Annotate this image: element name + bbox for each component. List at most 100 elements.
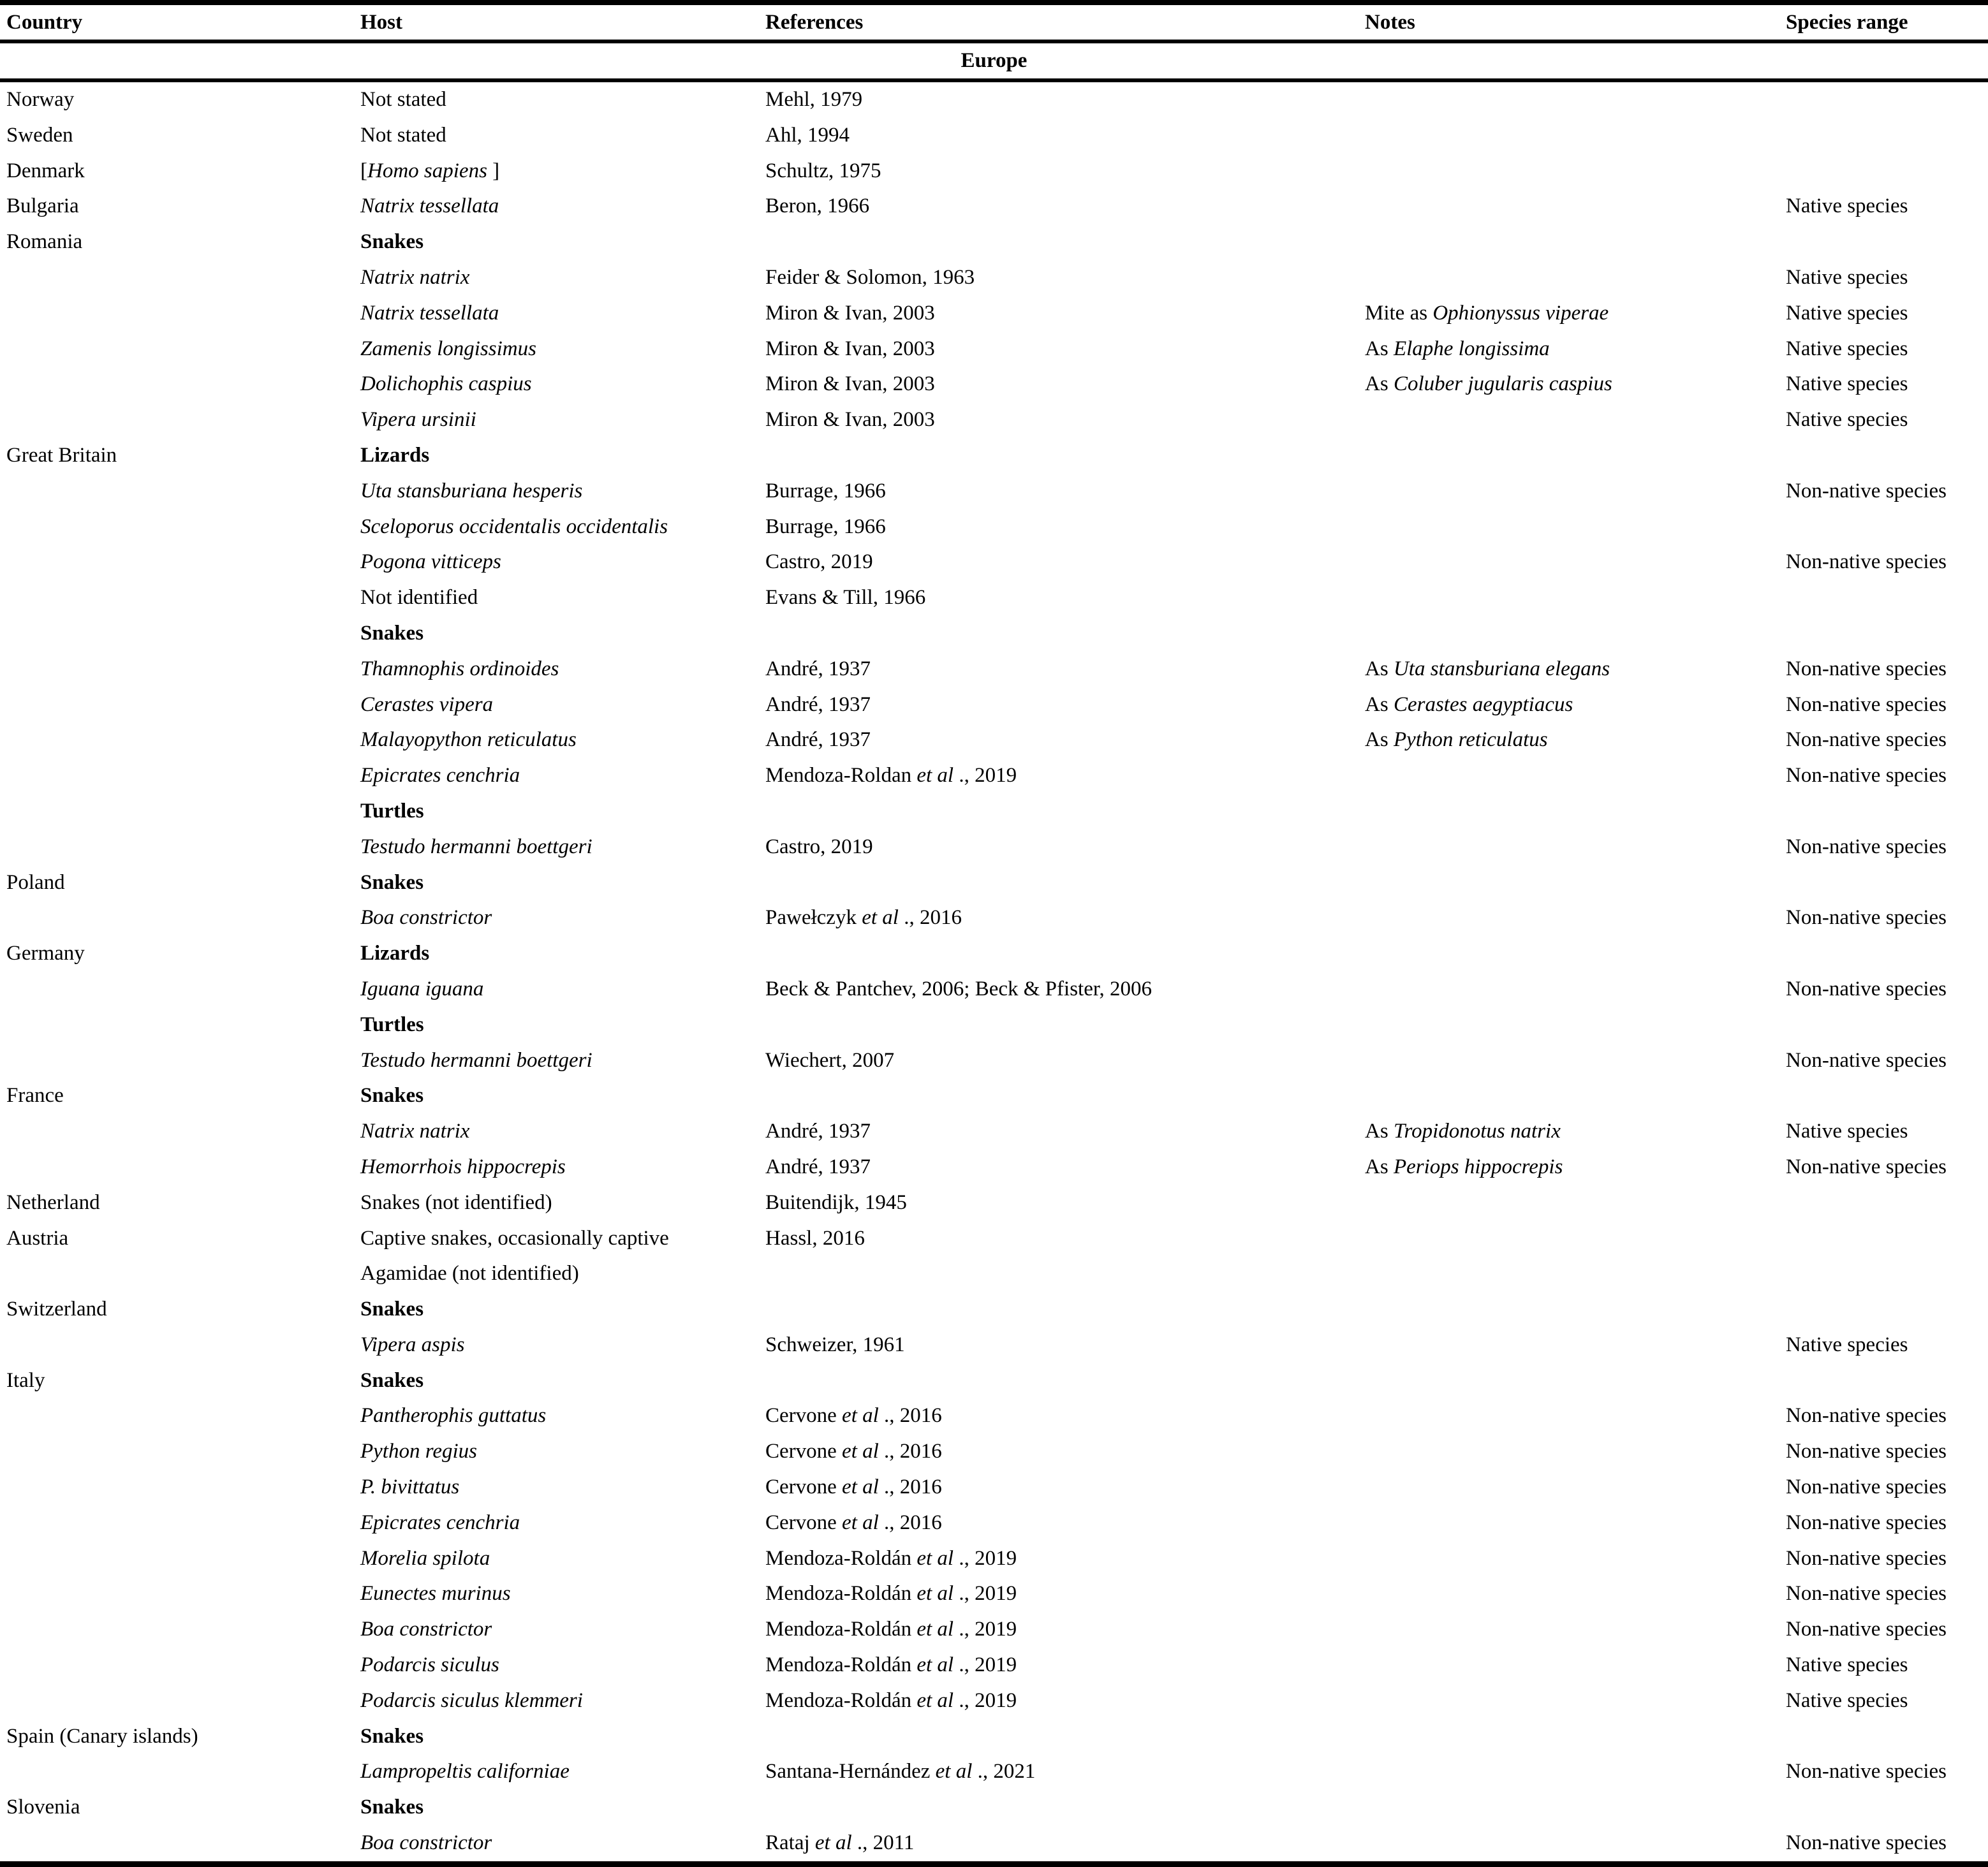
table-row: Switzerland Snakes — [0, 1292, 1988, 1328]
references-cell: Beck & Pantchev, 2006; Beck & Pfister, 2… — [765, 977, 1152, 1000]
host-cell: Lizards — [360, 942, 430, 965]
table-row: Lampropeltis californiae Santana-Hernánde… — [0, 1754, 1988, 1790]
table-row: Malayopython reticulatus André, 1937 As Py… — [0, 722, 1988, 758]
table-row: Sceloporus occidentalis occidentalis Burr… — [0, 509, 1988, 545]
references-cell: Feider & Solomon, 1963 — [765, 265, 975, 289]
range-cell: Non-native species — [1786, 906, 1947, 930]
table-top-rule — [0, 0, 1988, 5]
range-cell: Non-native species — [1786, 692, 1947, 716]
host-cell: Testudo hermanni boettgeri — [360, 1048, 593, 1072]
host-cell: P. bivittatus — [360, 1475, 460, 1499]
host-cell: Snakes — [360, 1298, 424, 1321]
notes-cell: Mite as Ophionyssus viperae — [1365, 301, 1609, 325]
host-cell: Podarcis siculus — [360, 1653, 499, 1677]
table-row: Italy Snakes — [0, 1363, 1988, 1399]
host-cell: Snakes — [360, 870, 424, 894]
country-cell: Netherland — [6, 1190, 100, 1214]
notes-cell: As Tropidonotus natrix — [1365, 1120, 1561, 1143]
country-cell: Denmark — [6, 159, 85, 182]
table-row: Sweden Not stated Ahl, 1994 — [0, 118, 1988, 154]
range-cell: Native species — [1786, 1333, 1908, 1356]
range-cell: Non-native species — [1786, 1404, 1947, 1428]
column-header-country: Country — [6, 11, 83, 34]
notes-cell: As Coluber jugularis caspius — [1365, 372, 1612, 396]
host-cell: Podarcis siculus klemmeri — [360, 1688, 583, 1712]
table-row: Natrix natrix Feider & Solomon, 1963 Nativ… — [0, 260, 1988, 296]
host-cell: Snakes — [360, 1724, 424, 1748]
host-cell: Natrix natrix — [360, 1120, 470, 1143]
host-cell: Vipera ursinii — [360, 408, 476, 432]
notes-cell: As Python reticulatus — [1365, 728, 1548, 752]
host-cell: Boa constrictor — [360, 1831, 492, 1855]
references-cell: Cervone et al ., 2016 — [765, 1475, 942, 1499]
table-row: Boa constrictor Pawełczyk et al ., 2016 No… — [0, 900, 1988, 936]
references-cell: Cervone et al ., 2016 — [765, 1404, 942, 1428]
table-row: Spain (Canary islands) Snakes — [0, 1719, 1988, 1755]
references-cell: Castro, 2019 — [765, 550, 873, 574]
references-cell: Miron & Ivan, 2003 — [765, 372, 935, 396]
country-cell: Austria — [6, 1226, 69, 1250]
range-cell: Non-native species — [1786, 835, 1947, 858]
range-cell: Non-native species — [1786, 1831, 1947, 1855]
host-cell: Thamnophis ordinoides — [360, 657, 559, 680]
references-cell: Cervone et al ., 2016 — [765, 1440, 942, 1463]
country-cell: Bulgaria — [6, 194, 79, 218]
range-cell: Native species — [1786, 337, 1908, 360]
table-row: Python regius Cervone et al ., 2016 Non-na… — [0, 1434, 1988, 1470]
host-cell: Turtles — [360, 1013, 424, 1036]
references-cell: Mehl, 1979 — [765, 88, 863, 111]
range-cell: Non-native species — [1786, 728, 1947, 752]
table-row: Austria Captive snakes, occasionally capt… — [0, 1221, 1988, 1292]
host-cell: Vipera aspis — [360, 1333, 465, 1356]
notes-cell: As Periops hippocrepis — [1365, 1155, 1563, 1178]
table-row: Dolichophis caspius Miron & Ivan, 2003 As … — [0, 367, 1988, 402]
host-cell: Uta stansburiana hesperis — [360, 479, 583, 502]
table-row: P. bivittatus Cervone et al ., 2016 Non-na… — [0, 1470, 1988, 1505]
references-cell: Mendoza-Roldán et al ., 2019 — [765, 1546, 1017, 1570]
table-row: Romania Snakes — [0, 224, 1988, 260]
range-cell: Non-native species — [1786, 977, 1947, 1000]
range-cell: Non-native species — [1786, 1155, 1947, 1178]
country-cell: Slovenia — [6, 1796, 80, 1819]
references-cell: Santana-Hernández et al ., 2021 — [765, 1760, 1036, 1783]
host-cell: Not stated — [360, 88, 446, 111]
host-cell: Iguana iguana — [360, 977, 484, 1000]
header-rule — [0, 40, 1988, 43]
range-cell: Native species — [1786, 265, 1908, 289]
host-cell: [Homo sapiens ] — [360, 159, 500, 182]
host-cell: Captive snakes, occasionally captive Aga… — [360, 1226, 669, 1285]
host-cell: Snakes — [360, 1368, 424, 1392]
country-cell: Spain (Canary islands) — [6, 1724, 198, 1748]
references-cell: Cervone et al ., 2016 — [765, 1511, 942, 1534]
references-cell: Schweizer, 1961 — [765, 1333, 905, 1356]
notes-cell: As Cerastes aegyptiacus — [1365, 692, 1573, 716]
host-cell: Malayopython reticulatus — [360, 728, 577, 752]
range-cell: Native species — [1786, 1653, 1908, 1677]
table-row: Poland Snakes — [0, 865, 1988, 901]
references-cell: Mendoza-Roldán et al ., 2019 — [765, 1688, 1017, 1712]
table-row: Podarcis siculus klemmeri Mendoza-Roldán … — [0, 1683, 1988, 1719]
host-cell: Lampropeltis californiae — [360, 1760, 570, 1783]
host-cell: Snakes — [360, 230, 424, 254]
range-cell: Non-native species — [1786, 1618, 1947, 1641]
references-cell: Hassl, 2016 — [765, 1226, 865, 1250]
table-row: Testudo hermanni boettgeri Castro, 2019 No… — [0, 830, 1988, 865]
table-row: Zamenis longissimus Miron & Ivan, 2003 As … — [0, 332, 1988, 367]
table-row: Great Britain Lizards — [0, 438, 1988, 474]
range-cell: Non-native species — [1786, 764, 1947, 787]
host-cell: Boa constrictor — [360, 1618, 492, 1641]
range-cell: Non-native species — [1786, 550, 1947, 574]
table-bottom-rule — [0, 1861, 1988, 1867]
references-cell: Ahl, 1994 — [765, 123, 850, 147]
host-cell: Natrix tessellata — [360, 194, 499, 218]
column-header-species-range: Species range — [1786, 11, 1908, 34]
range-cell: Non-native species — [1786, 1546, 1947, 1570]
references-cell: André, 1937 — [765, 657, 871, 680]
host-cell: Snakes — [360, 621, 424, 645]
references-cell: Miron & Ivan, 2003 — [765, 337, 935, 360]
table-row: Pantherophis guttatus Cervone et al ., 20… — [0, 1398, 1988, 1434]
references-cell: Wiechert, 2007 — [765, 1048, 895, 1072]
table-row: Norway Not stated Mehl, 1979 — [0, 82, 1988, 118]
column-header-notes: Notes — [1365, 11, 1415, 34]
